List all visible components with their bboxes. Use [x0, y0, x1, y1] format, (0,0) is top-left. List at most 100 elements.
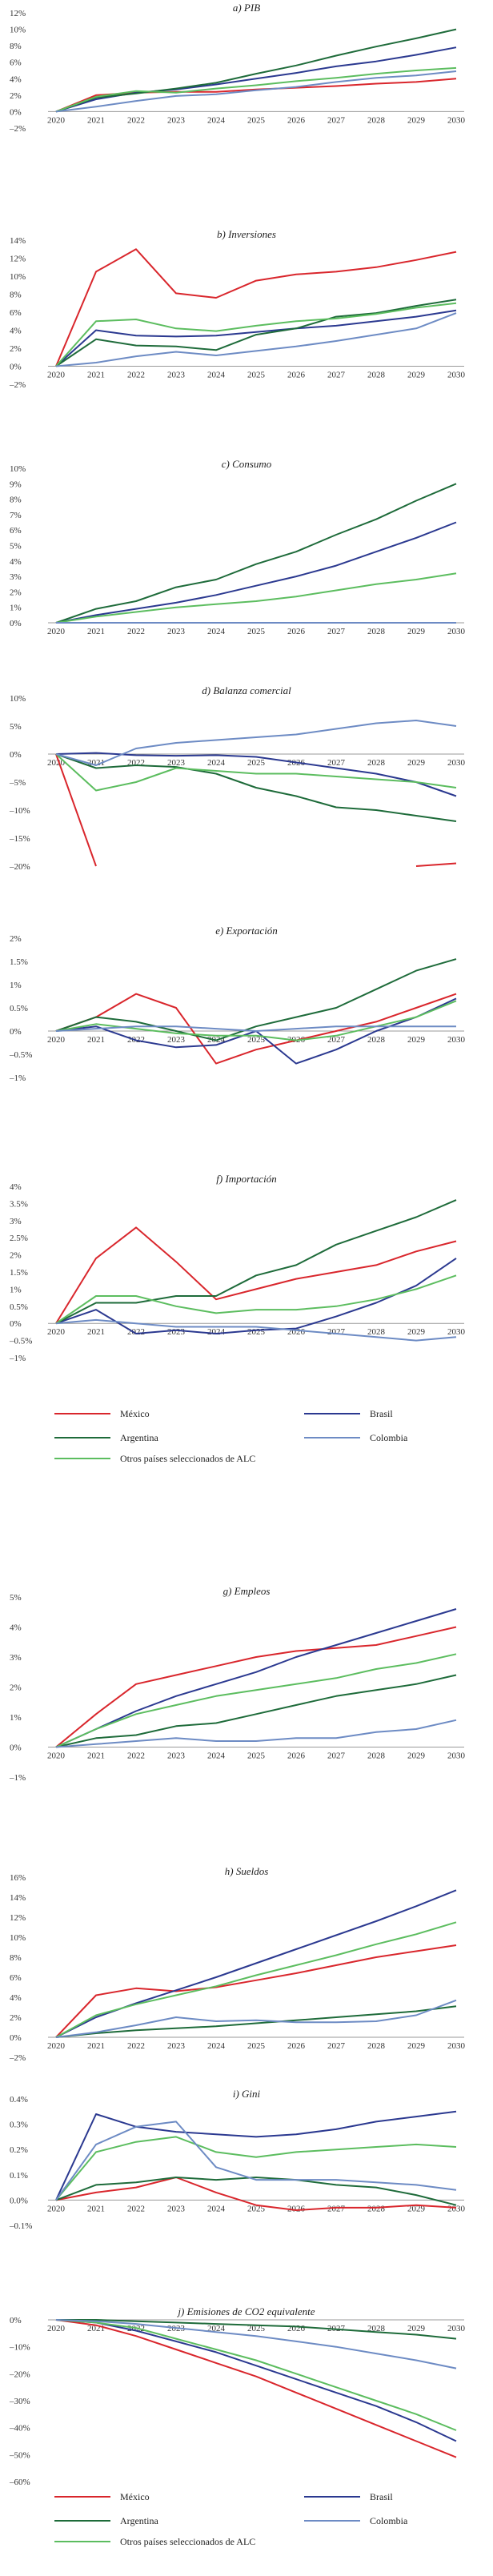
y-tick-label: 2.5% — [10, 1234, 28, 1243]
y-tick-label: 0.0% — [10, 2196, 28, 2205]
series-line-otros — [55, 1921, 457, 2038]
chart-importacion: –1% –0.5% 0% 0.5% 1% 1.5% 2% 2.5% 3% 3.5% 4% 2020 20… — [9, 1182, 466, 1363]
x-tick-label: 2024 — [207, 1327, 226, 1337]
y-tick-label: 0.2% — [10, 2145, 28, 2155]
y-tick-label: 0% — [10, 1743, 22, 1753]
x-tick-label: 2027 — [327, 2041, 346, 2051]
x-tick-label: 2028 — [367, 1751, 386, 1761]
x-tick-label: 2027 — [327, 1751, 346, 1761]
y-tick-label: –60% — [9, 2478, 30, 2487]
legend-item-mexico: México — [54, 2488, 150, 2506]
x-tick-label: 2025 — [247, 2324, 266, 2333]
y-tick-label: 1.5% — [10, 957, 28, 967]
legend-swatch — [54, 2496, 110, 2498]
series-line-mexico — [55, 1226, 457, 1324]
x-tick-label: 2022 — [127, 2204, 145, 2213]
x-tick-label: 2024 — [207, 1751, 226, 1761]
legend-label: Argentina — [120, 1431, 158, 1443]
x-tick-label: 2022 — [127, 2041, 145, 2051]
y-tick-label: 2% — [10, 1251, 22, 1261]
chart-title-inversiones: b) Inversiones — [216, 228, 276, 240]
series-line-colombia — [55, 1318, 457, 1342]
y-tick-label: 3.5% — [10, 1199, 28, 1209]
y-tick-label: –2% — [9, 2053, 26, 2063]
series-line-brasil — [55, 2110, 457, 2201]
series-line-brasil — [55, 2319, 457, 2442]
y-tick-label: –2% — [9, 124, 26, 134]
legend-swatch — [304, 2520, 360, 2522]
y-tick-label: 10% — [10, 272, 26, 282]
y-tick-label: –15% — [9, 834, 30, 844]
legend-swatch — [54, 1458, 110, 1459]
chart-inversiones: –2% 0% 2% 4% 6% 8% 10% 12% 14% 2020 2021 2022 2023 20… — [9, 236, 466, 390]
legend-item-brasil: Brasil — [304, 2488, 393, 2506]
series-line-otros — [55, 753, 457, 792]
chart-title-emisiones: j) Emisiones de CO2 equivalente — [178, 2305, 315, 2317]
x-tick-label: 2021 — [87, 2204, 105, 2213]
y-tick-label: 10% — [10, 694, 26, 704]
x-tick-label: 2029 — [407, 371, 426, 380]
y-tick-label: 3% — [10, 1217, 22, 1226]
x-tick-label: 2022 — [127, 115, 145, 125]
y-tick-label: 10% — [10, 26, 26, 35]
legend-swatch — [304, 2496, 360, 2498]
legend-item-argentina: Argentina — [54, 1429, 158, 1446]
x-tick-label: 2026 — [287, 627, 306, 636]
chart-sueldos: –2% 0% 2% 4% 6% 8% 10% 12% 14% 16% 2020 2021 2022 202… — [9, 1873, 466, 2063]
x-tick-label: 2026 — [287, 115, 306, 125]
series-line-colombia — [55, 312, 457, 367]
x-tick-label: 2022 — [127, 1327, 145, 1337]
y-tick-label: 12% — [10, 9, 26, 18]
y-tick-label: 14% — [10, 1893, 26, 1903]
legend-label: México — [120, 1407, 150, 1419]
x-tick-label: 2026 — [287, 2204, 306, 2213]
y-tick-label: 0.5% — [10, 1004, 28, 1013]
y-tick-label: 0% — [10, 1319, 22, 1329]
x-tick-label: 2020 — [47, 627, 66, 636]
x-tick-label: 2022 — [127, 627, 145, 636]
x-tick-label: 2030 — [447, 2041, 466, 2051]
y-tick-label: 6% — [10, 308, 22, 318]
x-tick-label: 2026 — [287, 1751, 306, 1761]
y-tick-label: 0% — [10, 1027, 22, 1037]
series-line-colombia — [55, 2319, 457, 2369]
legend-label: Colombia — [370, 1431, 408, 1443]
y-tick-label: 8% — [10, 1953, 22, 1963]
y-tick-label: 0% — [10, 107, 22, 117]
x-tick-label: 2023 — [167, 371, 186, 380]
y-tick-label: 1% — [10, 1713, 22, 1723]
x-tick-label: 2022 — [127, 371, 145, 380]
legend-swatch — [54, 1413, 110, 1414]
legend: México Brasil Argentina Colombia Otros paíse… — [0, 2488, 493, 2576]
y-tick-label: 5% — [10, 722, 22, 732]
chart-pib: –2% 0% 2% 4% 6% 8% 10% 12% 2020 2021 2022 2023 2024 2… — [9, 9, 466, 134]
chart-title-consumo: c) Consumo — [221, 458, 272, 470]
series-line-mexico — [55, 993, 457, 1065]
x-tick-label: 2020 — [47, 2324, 66, 2333]
series-line-brasil — [55, 309, 457, 367]
x-tick-label: 2028 — [367, 1327, 386, 1337]
y-tick-label: 2% — [10, 588, 22, 597]
x-tick-label: 2021 — [87, 371, 105, 380]
x-tick-label: 2025 — [247, 371, 266, 380]
x-tick-label: 2024 — [207, 627, 226, 636]
x-tick-label: 2026 — [287, 371, 306, 380]
y-tick-label: 4% — [10, 1993, 22, 2003]
series-line-argentina — [55, 299, 457, 367]
y-tick-label: 8% — [10, 291, 22, 300]
y-tick-label: 2% — [10, 1683, 22, 1693]
y-tick-label: 5% — [10, 542, 22, 552]
series-line-brasil — [55, 46, 457, 113]
y-tick-label: 16% — [10, 1873, 26, 1883]
chart-title-sueldos: h) Sueldos — [224, 1865, 269, 1877]
x-tick-label: 2027 — [327, 758, 346, 768]
x-tick-label: 2029 — [407, 758, 426, 768]
legend-swatch — [54, 1437, 110, 1438]
x-tick-label: 2029 — [407, 2324, 426, 2333]
y-tick-label: –20% — [9, 862, 30, 872]
x-tick-label: 2028 — [367, 2204, 386, 2213]
y-tick-label: –5% — [9, 778, 26, 788]
chart-title-balanza: d) Balanza comercial — [202, 684, 291, 696]
y-tick-label: 0.5% — [10, 1302, 28, 1312]
y-tick-label: –10% — [9, 806, 30, 816]
